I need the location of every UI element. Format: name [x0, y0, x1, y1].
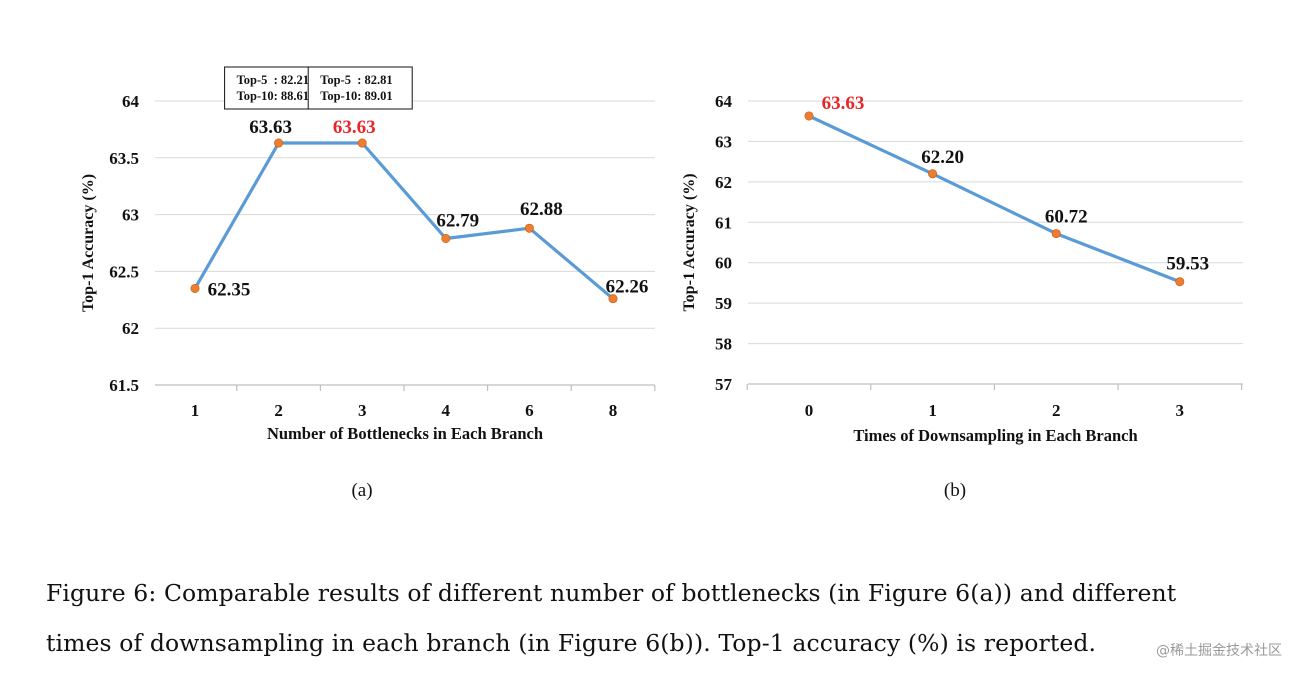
x-tick-label: 1	[191, 401, 200, 420]
x-tick-label: 6	[525, 401, 534, 420]
y-tick-label: 58	[715, 335, 732, 354]
y-tick-label: 62	[122, 319, 139, 338]
y-tick-label: 64	[715, 92, 733, 111]
annotation-text: Top-5 : 82.81	[320, 73, 392, 87]
x-tick-label: 3	[358, 401, 367, 420]
subfigure-label: (b)	[944, 480, 966, 501]
data-label: 63.63	[249, 117, 292, 138]
data-point	[357, 138, 367, 148]
data-point	[608, 294, 618, 304]
x-tick-label: 8	[609, 401, 618, 420]
data-point	[274, 138, 284, 148]
data-point	[804, 111, 814, 121]
x-tick-label: 3	[1176, 401, 1185, 420]
chart-a: 61.5 62 62.5 63 63.5 64 1 2 3 4 6 8 Number of Bottle…	[80, 66, 656, 501]
data-point	[928, 169, 938, 179]
x-axis-title: Times of Downsampling in Each Branch	[853, 426, 1137, 445]
data-label: 62.20	[921, 147, 964, 168]
figure-6: 61.5 62 62.5 63 63.5 64 1 2 3 4 6 8 Number of Bottle…	[80, 66, 1243, 501]
y-tick-label: 62.5	[109, 262, 139, 281]
y-tick-label: 60	[715, 254, 732, 273]
y-tick-label: 63.5	[109, 149, 139, 168]
data-label: 62.26	[606, 277, 649, 298]
y-tick-label: 61	[715, 213, 732, 232]
chart-b: 57 58 59 60 61 62 63 64 0 1 2 3 Times of Downsamplin…	[681, 92, 1243, 501]
watermark-text: @稀土掘金技术社区	[1156, 643, 1282, 659]
data-point	[441, 233, 451, 243]
y-tick-label: 63	[715, 132, 732, 151]
caption-line-1: Figure 6: Comparable results of differen…	[46, 579, 1177, 607]
y-axis-title: Top-1 Accuracy (%)	[681, 173, 698, 311]
y-tick-label: 64	[122, 92, 140, 111]
y-tick-label: 63	[122, 206, 139, 225]
data-point	[1175, 277, 1185, 287]
data-label: 63.63	[333, 117, 376, 138]
annotation-text: Top-10: 89.01	[320, 89, 392, 103]
data-label: 62.35	[208, 279, 251, 300]
data-point	[1051, 229, 1061, 239]
y-tick-label: 61.5	[109, 376, 139, 395]
subfigure-label: (a)	[351, 480, 372, 501]
annotation-text: Top-10: 88.61	[237, 89, 309, 103]
y-tick-label: 62	[715, 173, 732, 192]
x-axis-title: Number of Bottlenecks in Each Branch	[267, 424, 543, 443]
figure-caption: Figure 6: Comparable results of differen…	[46, 568, 1276, 668]
annotation-border	[307, 66, 413, 110]
data-label: 63.63	[822, 93, 865, 114]
series-line	[193, 141, 615, 300]
data-point	[524, 223, 534, 233]
x-tick-label: 1	[928, 401, 937, 420]
data-label: 60.72	[1045, 207, 1088, 228]
data-point	[190, 283, 200, 293]
y-tick-label: 59	[715, 294, 732, 313]
y-tick-label: 57	[715, 375, 733, 394]
data-label: 62.79	[436, 210, 479, 231]
caption-line-2: times of downsampling in each branch (in…	[46, 629, 1097, 657]
data-label: 59.53	[1166, 254, 1209, 275]
x-tick-label: 2	[274, 401, 283, 420]
series-line	[808, 114, 1181, 284]
x-tick-label: 2	[1052, 401, 1061, 420]
data-label: 62.88	[520, 199, 563, 220]
annotation-text: Top-5 : 82.21	[237, 73, 309, 87]
x-tick-label: 0	[805, 401, 814, 420]
annotation-box: Top-5 : 82.81 Top-10: 89.01	[307, 66, 413, 110]
x-tick-label: 4	[442, 401, 451, 420]
y-axis-title: Top-1 Accuracy (%)	[80, 174, 97, 312]
